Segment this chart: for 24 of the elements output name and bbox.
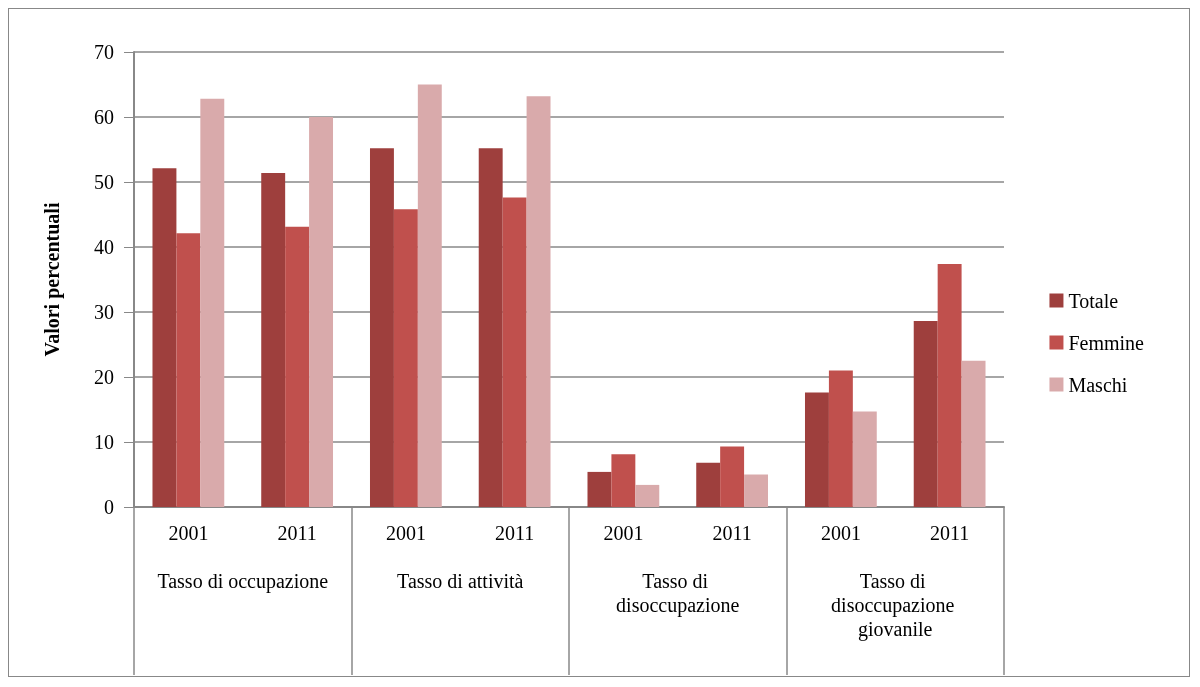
legend-label: Totale [1068,289,1119,312]
y-tick-label: 0 [104,496,114,518]
x-tick-label: 2001 [168,522,209,544]
x-tick-label: 2011 [494,522,535,544]
y-tick-label: 50 [94,171,114,193]
x-tick-label: 2001 [603,522,644,544]
legend-label: Maschi [1068,373,1128,396]
y-tick-label: 10 [94,431,114,453]
text: Tasso di disoccupazione [616,570,740,617]
y-tick-label: 70 [94,41,114,63]
text: Tasso di disoccupazione giovanile [831,570,960,641]
x-tick-label: 2011 [277,522,317,544]
text: Tasso di occupazione [157,570,329,593]
x-tick-label: 2011 [712,522,752,544]
y-tick-label: 40 [94,236,114,258]
text: Tasso di attività [397,570,524,592]
x-tick-label: 2001 [385,522,426,544]
y-tick-label: 30 [94,301,114,323]
y-tick-label: 20 [94,366,114,388]
x-tick-label: 2011 [929,522,970,544]
legend-label: Femmine [1068,331,1145,354]
y-tick-label: 60 [94,106,114,128]
x-tick-label: 2001 [820,522,861,544]
y-axis-title: Valori percentuali [41,202,64,357]
